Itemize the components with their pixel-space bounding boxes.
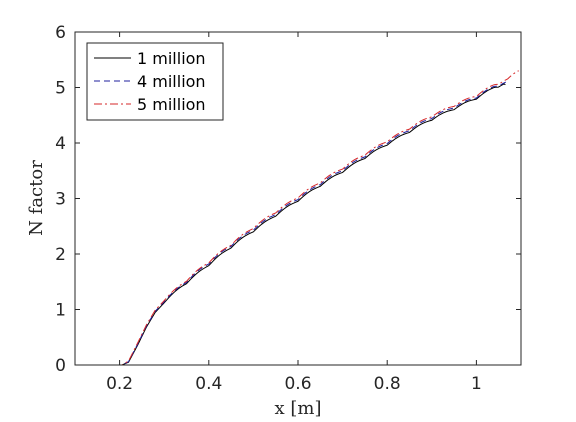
y-tick-label: 3 [55, 190, 66, 210]
x-axis-label: x [m] [275, 398, 322, 419]
legend-label-1: 1 million [137, 49, 206, 68]
x-tick-label: 0.6 [284, 374, 311, 394]
series-line-3 [115, 70, 519, 366]
x-tick-label: 0.8 [374, 374, 401, 394]
y-axis-label: N factor [26, 160, 47, 236]
y-tick-label: 4 [55, 134, 66, 154]
y-tick-label: 0 [55, 356, 66, 376]
y-tick-label: 2 [55, 245, 66, 265]
legend: 1 million 4 million 5 million [86, 42, 224, 121]
x-tick-label: 0.4 [195, 374, 222, 394]
series-line-1 [115, 83, 506, 366]
x-tick-label: 1 [471, 374, 482, 394]
legend-label-3: 5 million [137, 95, 206, 114]
legend-label-2: 4 million [137, 72, 206, 91]
y-tick-label: 1 [55, 301, 66, 321]
series-layer [115, 70, 519, 366]
ticks-layer: 0.2 0.4 0.6 0.8 1 0 1 2 3 4 5 6 [55, 23, 521, 394]
y-tick-label: 6 [55, 23, 66, 43]
y-tick-label: 5 [55, 79, 66, 99]
x-tick-label: 0.2 [106, 374, 133, 394]
